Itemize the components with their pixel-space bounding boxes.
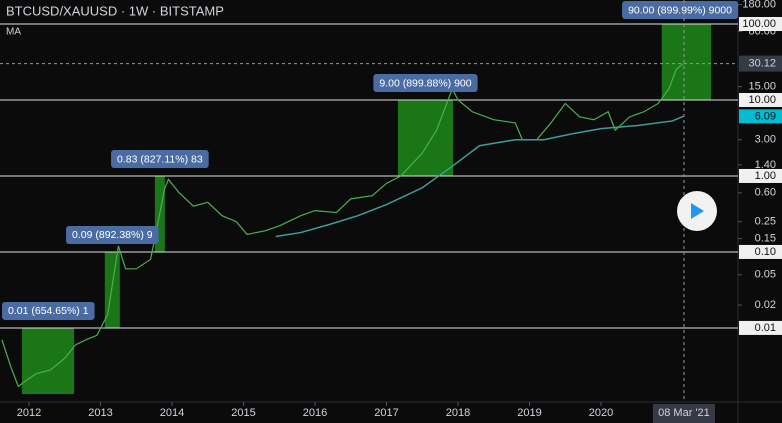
level-label-box xyxy=(739,17,782,32)
annotation-label: 90.00 (899.99%) 9000 xyxy=(628,4,732,16)
crosshair-x-box xyxy=(652,404,715,423)
crosshair-x-label: 08 Mar '21 xyxy=(658,407,710,419)
annotation-box xyxy=(66,225,159,244)
annotation-label: 9.00 (899.88%) 900 xyxy=(379,77,471,89)
x-tick-label: 2019 xyxy=(517,407,541,419)
x-tick-label: 2015 xyxy=(231,407,255,419)
level-label: 1.00 xyxy=(755,170,776,182)
ma-line xyxy=(275,115,684,238)
y-tick-label: 0.02 xyxy=(755,299,776,311)
crosshair-y-label: 30.12 xyxy=(748,58,776,70)
y-tick-label: 0.15 xyxy=(755,232,776,244)
x-tick-label: 2018 xyxy=(446,407,470,419)
ma-last-box xyxy=(739,109,782,124)
x-tick-label: 2012 xyxy=(17,407,41,419)
range-box xyxy=(397,99,454,176)
level-label-box xyxy=(739,92,782,107)
annotation-box xyxy=(2,301,95,320)
range-box xyxy=(21,327,75,395)
level-label-box xyxy=(739,168,782,183)
y-tick-label: 3.00 xyxy=(755,134,776,146)
x-tick-label: 2017 xyxy=(374,407,398,419)
annotation-label: 0.83 (827.11%) 83 xyxy=(117,153,203,165)
chart-title: BTCUSD/XAUUSD · 1W · BITSTAMP xyxy=(6,3,224,18)
level-label-box xyxy=(739,244,782,259)
y-tick-label: 0.60 xyxy=(755,187,776,199)
y-tick-label: 0.05 xyxy=(755,269,776,281)
ma-last-label: 6.09 xyxy=(755,110,776,122)
annotation-box xyxy=(373,73,478,92)
x-tick-label: 2013 xyxy=(88,407,112,419)
annotation-box xyxy=(111,149,209,168)
y-tick-label: 0.25 xyxy=(755,216,776,228)
y-tick-label: 1.40 xyxy=(755,159,776,171)
level-label: 10.00 xyxy=(748,94,776,106)
level-label: 0.01 xyxy=(755,322,776,334)
x-tick-label: 2016 xyxy=(303,407,327,419)
y-tick-label: 180.00 xyxy=(742,0,776,11)
annotation-box xyxy=(622,1,738,19)
play-icon xyxy=(691,203,704,219)
annotation-label: 0.09 (892.38%) 9 xyxy=(72,229,153,241)
legend: MA xyxy=(6,27,21,38)
price-line xyxy=(1,63,684,388)
crosshair-y-box xyxy=(739,55,782,72)
level-label: 100.00 xyxy=(742,18,776,30)
level-label-box xyxy=(739,320,782,335)
level-label: 0.10 xyxy=(755,246,776,258)
x-tick-label: 2014 xyxy=(160,407,184,419)
x-tick-label: 2020 xyxy=(589,407,613,419)
annotation-label: 0.01 (654.65%) 1 xyxy=(8,305,89,317)
y-tick-label: 15.00 xyxy=(748,81,776,93)
